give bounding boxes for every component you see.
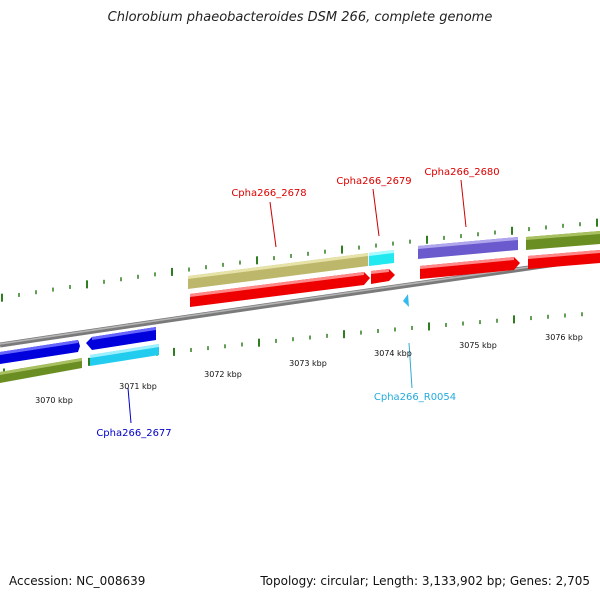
leader-line-2678: [269, 201, 277, 248]
gene-red-2678[interactable]: [190, 272, 370, 307]
gene-label-r0054: Cpha266_R0054: [374, 392, 456, 403]
gene-cyan-left[interactable]: [90, 344, 159, 366]
leader-line-2677: [127, 387, 132, 424]
gene-label-2680: Cpha266_2680: [424, 167, 499, 178]
gene-blue-left[interactable]: [0, 340, 80, 364]
gene-red-2679[interactable]: [371, 269, 395, 284]
chromosome-backbone-highlight: [0, 256, 600, 345]
kbp-label-3076: 3076 kbp: [545, 333, 583, 342]
gene-cyan-2679[interactable]: [369, 250, 394, 266]
gene-rna-r0054[interactable]: [403, 294, 409, 307]
gene-olive-right[interactable]: [526, 231, 600, 250]
leader-line-r0054: [408, 342, 413, 389]
gene-slate-2680[interactable]: [418, 237, 518, 259]
kbp-label-3072: 3072 kbp: [204, 370, 242, 379]
gene-red-2680[interactable]: [420, 257, 520, 279]
leader-line-2679: [372, 188, 380, 237]
gene-blue-2677[interactable]: [86, 327, 156, 350]
genome-summary-text: Topology: circular; Length: 3,133,902 bp…: [260, 574, 590, 588]
upper-tick-marks: [1, 218, 598, 302]
gene-label-2679: Cpha266_2679: [336, 176, 411, 187]
gene-label-2677: Cpha266_2677: [96, 428, 171, 439]
kbp-label-3070: 3070 kbp: [35, 396, 73, 405]
kbp-label-3075: 3075 kbp: [459, 341, 497, 350]
kbp-label-3071: 3071 kbp: [119, 382, 157, 391]
gene-olive-left[interactable]: [0, 358, 82, 383]
kbp-label-3074: 3074 kbp: [374, 349, 412, 358]
gene-khaki-2678[interactable]: [188, 253, 368, 289]
gene-label-2678: Cpha266_2678: [231, 188, 306, 199]
chromosome-backbone: [0, 255, 600, 348]
leader-line-2680: [460, 179, 467, 228]
genome-title: Chlorobium phaeobacteroides DSM 266, com…: [107, 10, 493, 25]
accession-text: Accession: NC_008639: [9, 574, 146, 588]
kbp-label-3073: 3073 kbp: [289, 359, 327, 368]
gene-red-right[interactable]: [528, 250, 600, 269]
